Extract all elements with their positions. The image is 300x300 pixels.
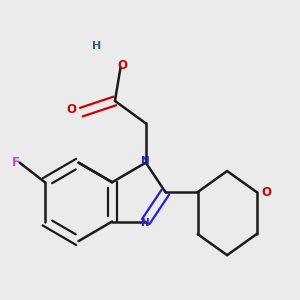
Text: H: H [92,41,101,51]
Text: O: O [117,59,127,72]
Text: N: N [141,218,150,228]
Text: N: N [141,156,150,166]
Text: F: F [11,156,20,169]
Text: O: O [261,186,272,199]
Text: O: O [67,103,76,116]
